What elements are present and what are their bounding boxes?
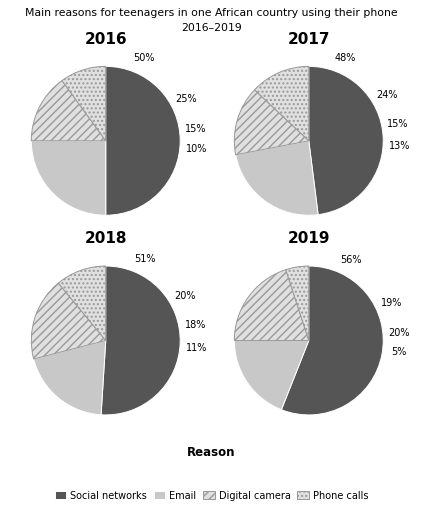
Wedge shape	[31, 141, 106, 215]
Title: 2016: 2016	[85, 32, 127, 47]
Text: 5%: 5%	[391, 347, 407, 357]
Text: 20%: 20%	[388, 328, 410, 337]
Wedge shape	[234, 90, 309, 155]
Wedge shape	[234, 270, 309, 340]
Text: 19%: 19%	[381, 298, 402, 308]
Text: 13%: 13%	[389, 141, 410, 152]
Wedge shape	[255, 67, 309, 141]
Wedge shape	[31, 80, 106, 141]
Title: 2019: 2019	[288, 231, 330, 246]
Text: 10%: 10%	[186, 144, 207, 154]
Wedge shape	[286, 266, 309, 340]
Title: 2018: 2018	[85, 231, 127, 246]
Wedge shape	[101, 266, 180, 415]
Legend: Social networks, Email, Digital camera, Phone calls: Social networks, Email, Digital camera, …	[51, 487, 372, 505]
Text: 50%: 50%	[133, 53, 155, 63]
Wedge shape	[106, 67, 180, 215]
Wedge shape	[31, 283, 106, 359]
Text: 11%: 11%	[186, 343, 207, 353]
Text: 15%: 15%	[387, 119, 409, 129]
Wedge shape	[58, 266, 106, 340]
Wedge shape	[62, 67, 106, 141]
Text: 48%: 48%	[335, 53, 357, 63]
Wedge shape	[281, 266, 383, 415]
Text: 24%: 24%	[377, 91, 398, 100]
Text: 51%: 51%	[134, 253, 156, 264]
Wedge shape	[234, 340, 309, 410]
Text: Reason: Reason	[187, 446, 236, 459]
Text: 25%: 25%	[176, 94, 197, 104]
Text: 56%: 56%	[341, 255, 362, 265]
Text: 18%: 18%	[184, 319, 206, 330]
Text: Main reasons for teenagers in one African country using their phone: Main reasons for teenagers in one Africa…	[25, 8, 398, 18]
Title: 2017: 2017	[288, 32, 330, 47]
Wedge shape	[309, 67, 383, 215]
Wedge shape	[34, 340, 106, 415]
Text: 20%: 20%	[174, 291, 196, 302]
Text: 2016–2019: 2016–2019	[181, 23, 242, 33]
Wedge shape	[236, 141, 318, 215]
Text: 15%: 15%	[185, 124, 206, 134]
